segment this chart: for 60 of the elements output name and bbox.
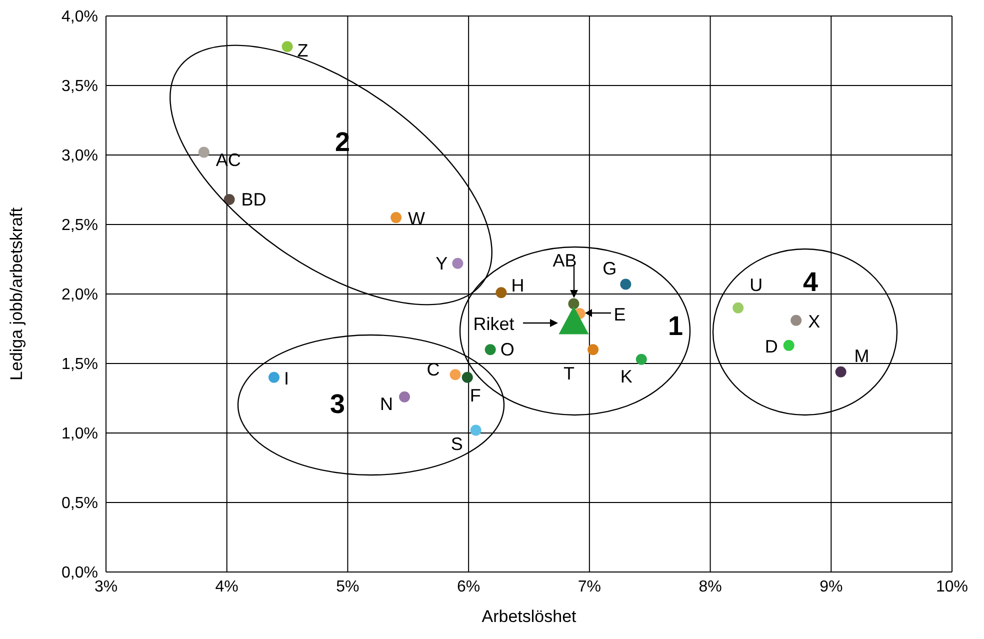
point [588, 344, 599, 356]
point [224, 194, 235, 205]
series-label: G [602, 258, 617, 278]
series-label: Z [297, 40, 308, 61]
series-label: AB [552, 250, 577, 271]
point [496, 287, 507, 298]
point [636, 354, 647, 365]
x-tick-label: 7% [578, 578, 601, 596]
point [568, 298, 580, 310]
y-tick-label: 1,0% [62, 426, 98, 443]
point [452, 258, 464, 269]
series-label: N [380, 394, 394, 414]
series-label: F [470, 385, 481, 406]
series-label: K [620, 366, 632, 386]
series-label: T [564, 364, 575, 384]
point [462, 372, 473, 383]
y-tick-label: 4,0% [62, 8, 98, 26]
point [620, 278, 632, 290]
series-label: E [614, 304, 626, 324]
x-tick-label: 10% [936, 578, 968, 596]
annotation: 1 [668, 311, 684, 341]
point [390, 212, 402, 224]
y-tick-label: 1,5% [62, 356, 98, 374]
y-tick-label: 3,0% [62, 148, 98, 165]
series-label: X [808, 311, 820, 332]
series-label: I [284, 368, 290, 388]
point [835, 366, 846, 378]
series-label: H [511, 276, 524, 296]
y-axis-title: Lediga jobb/arbetskraft [7, 207, 26, 380]
point [450, 369, 461, 380]
annotation: 4 [803, 267, 818, 297]
series-label: M [854, 346, 870, 366]
point [282, 41, 293, 52]
y-tick-label: 0,5% [62, 495, 98, 512]
series-label: BD [241, 189, 266, 210]
x-tick-label: 4% [215, 578, 238, 596]
x-axis-title: Arbetslöshet [482, 607, 577, 626]
point [783, 340, 794, 351]
series-label: W [408, 208, 426, 229]
point [198, 146, 210, 158]
series-label: U [750, 274, 763, 295]
x-tick-label: 6% [457, 578, 480, 596]
x-tick-label: 5% [336, 578, 360, 596]
point [399, 391, 410, 402]
series-label: Y [436, 253, 448, 274]
series-label: O [500, 340, 514, 360]
annotation: 3 [330, 389, 346, 419]
point [470, 424, 482, 436]
y-tick-label: 2,5% [62, 217, 98, 234]
point [790, 314, 802, 326]
series-label: D [764, 336, 778, 356]
text: Riket [473, 314, 514, 334]
x-tick-label: 9% [820, 578, 843, 596]
y-tick-label: 3,5% [62, 78, 98, 96]
point [732, 302, 744, 314]
point [484, 344, 496, 356]
series-label: S [450, 434, 463, 454]
point [268, 372, 280, 383]
y-tick-label: 2,0% [62, 286, 98, 304]
x-tick-label: 8% [698, 578, 722, 596]
